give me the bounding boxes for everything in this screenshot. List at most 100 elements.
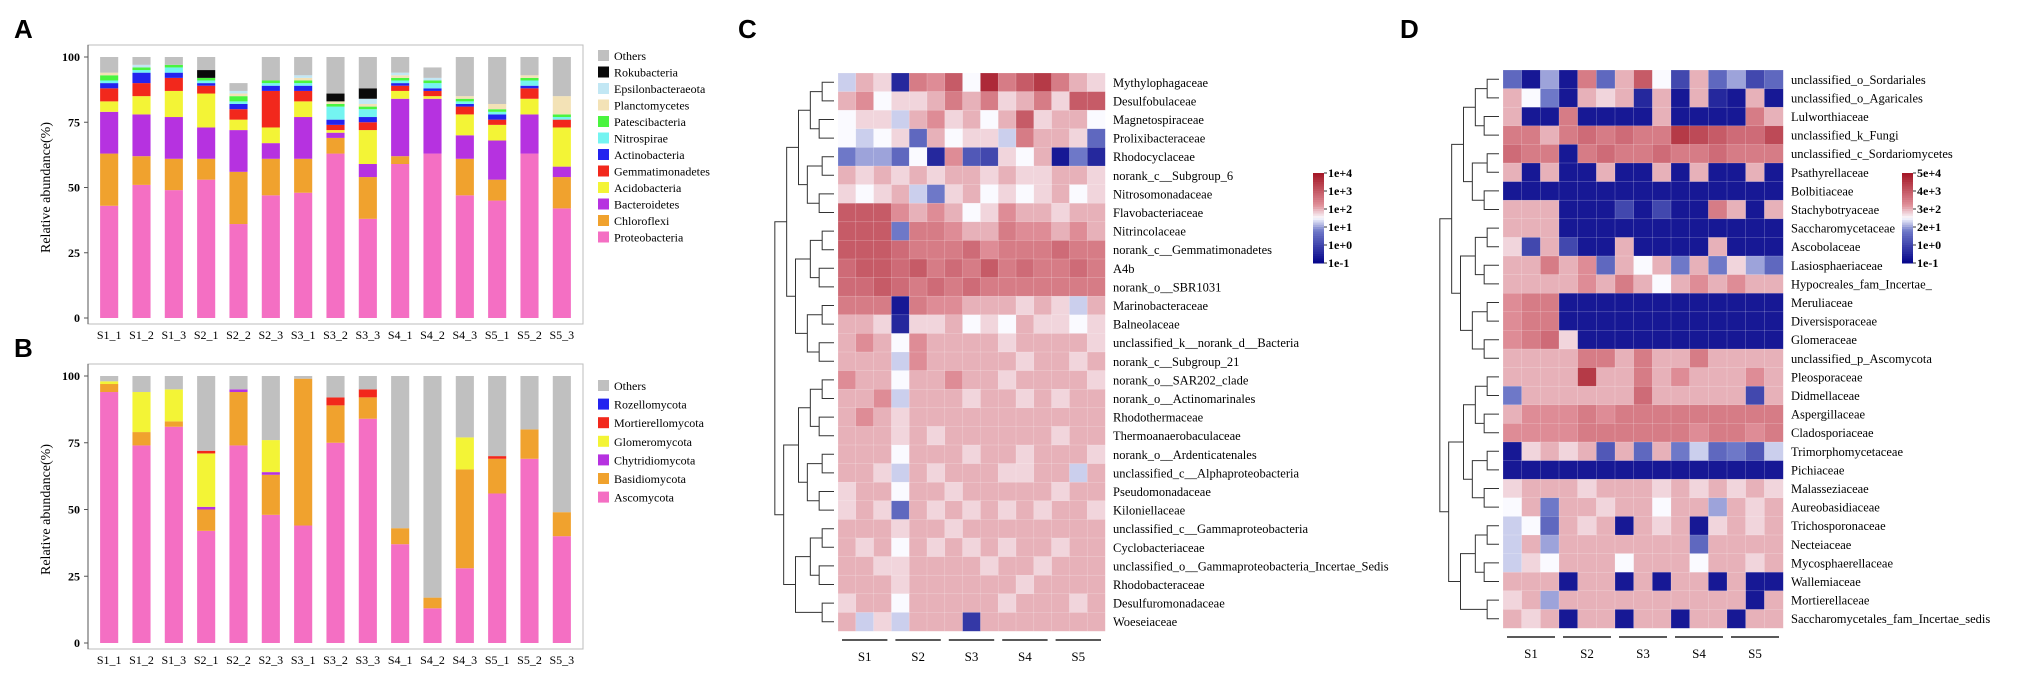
heatmap-cell — [1033, 295, 1053, 316]
heatmap-cell — [873, 481, 892, 502]
heatmap-cell — [1614, 88, 1635, 108]
y-tick-label: 75 — [68, 115, 80, 129]
heatmap-cell — [891, 202, 910, 223]
heatmap-cell — [855, 612, 875, 632]
bar-segment — [294, 83, 313, 86]
heatmap-cell — [926, 295, 946, 316]
dendrogram-branch — [806, 463, 823, 502]
heatmap-cell — [980, 240, 999, 260]
bar-segment — [294, 158, 313, 193]
heatmap-cell — [962, 333, 981, 353]
heatmap-cell — [1502, 274, 1523, 294]
heatmap-cell — [1051, 295, 1070, 316]
heatmap-cell — [908, 463, 928, 483]
heatmap-cell — [944, 277, 964, 297]
heatmap-cell — [1633, 311, 1653, 331]
legend-swatch — [598, 491, 609, 503]
heatmap-row-label: Magnetospiraceae — [1113, 113, 1204, 127]
heatmap-cell — [944, 407, 964, 427]
bar-segment — [261, 85, 280, 91]
bar-segment — [423, 96, 442, 99]
x-tick-label: S4_2 — [420, 653, 445, 667]
heatmap-cell — [1745, 125, 1765, 145]
heatmap-cell — [1577, 441, 1597, 462]
legend-swatch — [598, 215, 609, 226]
bar-segment — [423, 77, 442, 81]
heatmap-cell — [926, 351, 946, 372]
bar-segment — [326, 119, 345, 125]
heatmap-cell — [1670, 311, 1691, 331]
heatmap-cell — [980, 72, 999, 93]
heatmap-cell — [855, 407, 875, 427]
heatmap-cell — [1558, 292, 1579, 313]
heatmap-cell — [1502, 609, 1523, 629]
heatmap-cell — [962, 556, 981, 576]
heatmap-cell — [1652, 516, 1672, 536]
heatmap-cell — [908, 370, 928, 390]
heatmap-cell — [1086, 370, 1106, 390]
bar-segment — [197, 93, 216, 128]
bar-segment — [261, 376, 280, 441]
heatmap-cell — [1633, 609, 1653, 629]
bar-segment — [294, 117, 313, 159]
dendrogram-branch — [1471, 162, 1488, 201]
heatmap-cell — [1521, 274, 1541, 294]
colorbar-segment — [1902, 193, 1913, 196]
heatmap-row-label: Rhodobacteraceae — [1113, 578, 1205, 592]
legend-label: Bacteroidetes — [614, 198, 680, 212]
heatmap-cell — [1596, 69, 1616, 90]
heatmap-cell — [1558, 460, 1579, 480]
heatmap-cell — [1670, 69, 1691, 90]
bar-segment — [455, 158, 474, 196]
heatmap-row-label: unclassified_p_Ascomycota — [1791, 352, 1932, 366]
dendrogram-branch — [798, 407, 811, 483]
heatmap-cell — [1708, 516, 1728, 536]
heatmap-cell — [1726, 497, 1747, 517]
heatmap-cell — [1015, 72, 1035, 93]
heatmap-cell — [1670, 534, 1691, 555]
heatmap-row-label: Ascobolaceae — [1791, 240, 1861, 254]
heatmap-cell — [1015, 91, 1035, 111]
bar-segment — [423, 88, 442, 91]
bar-segment — [197, 179, 216, 318]
heatmap-cell — [1689, 423, 1709, 443]
heatmap-row-label: Wallemiaceae — [1791, 575, 1861, 589]
heatmap-row-label: Prolixibacteraceae — [1113, 132, 1206, 146]
dendrogram-branch — [818, 342, 834, 362]
colorbar-segment — [1902, 238, 1913, 241]
heatmap-cell — [1540, 367, 1560, 387]
heatmap-cell — [1558, 330, 1579, 350]
x-tick-label: S3_2 — [323, 653, 348, 667]
x-tick-label: S5_1 — [485, 653, 510, 667]
heatmap-cell — [1540, 423, 1560, 443]
heatmap-cell — [873, 72, 892, 93]
heatmap-cell — [1502, 404, 1523, 424]
heatmap-cell — [980, 147, 999, 167]
heatmap-cell — [1502, 237, 1523, 257]
heatmap-cell — [891, 91, 910, 111]
heatmap-cell — [1689, 274, 1709, 294]
heatmap-cell — [1521, 181, 1541, 201]
heatmap-cell — [1577, 478, 1597, 499]
heatmap-cell — [944, 109, 964, 130]
heatmap-cell — [962, 202, 981, 223]
heatmap-row-label: unclassified_c__Alphaproteobacteria — [1113, 466, 1299, 480]
heatmap-cell — [1670, 125, 1691, 145]
heatmap-cell — [855, 91, 875, 111]
heatmap-cell — [837, 221, 857, 241]
heatmap-cell — [1670, 385, 1691, 406]
heatmap-cell — [944, 351, 964, 372]
group-label: S5 — [1748, 646, 1762, 661]
heatmap-cell — [926, 612, 946, 632]
heatmap-cell — [1086, 109, 1106, 130]
heatmap-cell — [1764, 311, 1784, 331]
heatmap-cell — [1521, 460, 1541, 480]
heatmap-cell — [1540, 144, 1560, 164]
heatmap-cell — [873, 147, 892, 167]
heatmap-cell — [1540, 590, 1560, 610]
heatmap-cell — [1015, 202, 1035, 223]
heatmap-cell — [1670, 181, 1691, 201]
heatmap-cell — [1614, 348, 1635, 369]
bar-segment — [423, 80, 442, 84]
dendrogram-branch — [1483, 264, 1499, 285]
